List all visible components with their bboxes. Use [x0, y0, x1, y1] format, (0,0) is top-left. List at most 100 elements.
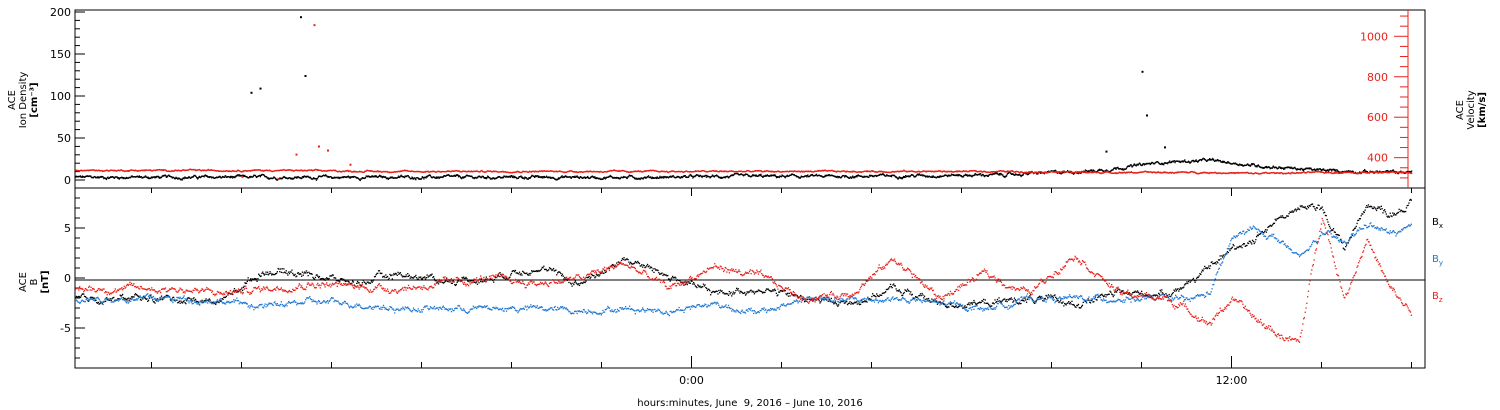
density-point [219, 176, 221, 178]
density-point [218, 176, 220, 178]
density-point [1187, 161, 1189, 163]
density-point [1117, 167, 1119, 170]
density-point [1115, 168, 1117, 170]
density-point [96, 176, 98, 178]
density-point [979, 174, 981, 176]
density-point [1222, 160, 1224, 162]
density-point [575, 176, 577, 178]
density-point [414, 177, 416, 179]
density-point [565, 175, 568, 177]
density-point [430, 176, 432, 178]
density-point [1184, 160, 1186, 163]
density-outlier-point [1141, 70, 1144, 73]
density-point [752, 174, 754, 176]
density-point [1145, 163, 1147, 166]
density-point [224, 176, 226, 178]
density-point [916, 174, 918, 176]
density-point [379, 175, 381, 177]
density-point [295, 177, 298, 179]
density-point [145, 175, 147, 177]
density-point [197, 178, 199, 180]
density-point [1321, 169, 1324, 171]
density-point [1123, 169, 1125, 171]
density-point [1301, 168, 1303, 170]
velocity-point [760, 170, 762, 172]
density-point [1240, 164, 1243, 166]
density-point [1163, 164, 1165, 166]
density-point [717, 175, 719, 177]
density-point [242, 175, 245, 177]
density-point [537, 175, 539, 177]
density-point [665, 177, 668, 179]
density-point [312, 177, 314, 180]
density-point [1249, 164, 1251, 166]
density-point [697, 174, 699, 177]
density-point [775, 177, 778, 179]
density-point [473, 177, 475, 179]
density-point [636, 177, 638, 179]
density-point [1135, 165, 1137, 167]
density-point [1080, 172, 1082, 174]
density-point [932, 175, 934, 177]
density-point [533, 175, 535, 177]
density-point [106, 177, 108, 179]
density-point [1162, 163, 1164, 165]
density-point [931, 175, 933, 177]
density-point [549, 176, 551, 178]
density-point [1131, 166, 1134, 168]
density-point [1256, 166, 1258, 168]
density-point [1316, 168, 1318, 170]
density-point [727, 176, 729, 178]
density-point [1110, 170, 1112, 172]
density-point [248, 175, 251, 178]
density-point [122, 176, 124, 179]
density-point [1166, 163, 1169, 165]
density-point [603, 177, 605, 179]
velocity-point [481, 170, 483, 172]
density-point [107, 176, 109, 178]
density-point [445, 175, 447, 177]
density-point [537, 176, 540, 178]
density-point [1295, 168, 1297, 170]
time-tick-label: 12:00 [1216, 374, 1248, 387]
density-point [387, 177, 389, 180]
density-point [293, 177, 295, 179]
density-point [932, 176, 934, 178]
density-point [644, 176, 646, 179]
density-point [1284, 168, 1286, 170]
density-point [424, 176, 427, 178]
density-point [521, 176, 523, 178]
density-point [962, 176, 965, 178]
density-point [890, 174, 892, 177]
density-point [582, 177, 584, 179]
density-point [1190, 161, 1192, 163]
density-point [463, 176, 466, 179]
velocity-point [376, 170, 379, 172]
density-point [957, 175, 960, 177]
density-point [871, 175, 873, 177]
density-point [821, 175, 824, 178]
velocity-point [955, 170, 957, 172]
density-point [538, 175, 540, 177]
density-point [913, 175, 915, 177]
density-point [1202, 158, 1204, 160]
density-point [499, 176, 501, 178]
density-point [1102, 170, 1104, 172]
density-point [140, 176, 143, 178]
density-point [1251, 163, 1253, 165]
density-point [955, 174, 957, 177]
density-point [900, 177, 902, 179]
density-point [1290, 167, 1292, 169]
density-point [981, 175, 983, 177]
density-point [415, 179, 417, 181]
density-point [901, 178, 903, 180]
density-point [1255, 166, 1257, 168]
density-point [313, 177, 315, 179]
density-point [861, 175, 863, 177]
density-point [591, 175, 594, 177]
density-point [900, 177, 902, 180]
density-point [1168, 161, 1170, 163]
density-point [98, 177, 101, 179]
density-point [155, 176, 157, 179]
density-point [1152, 162, 1154, 164]
